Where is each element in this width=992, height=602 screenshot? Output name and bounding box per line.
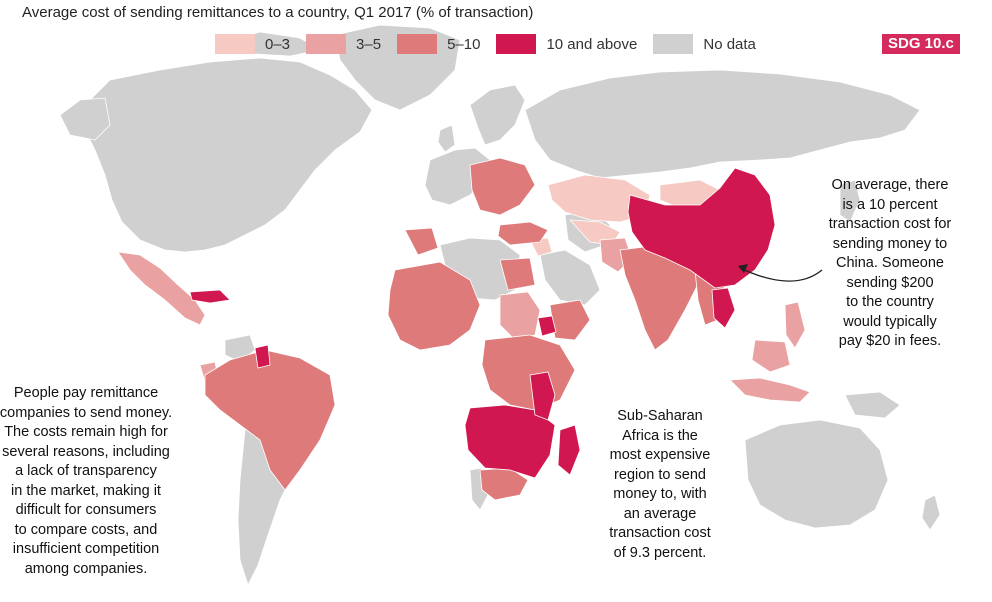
horn-africa: [549, 299, 591, 341]
legend-label: 10 and above: [546, 35, 638, 53]
map-title: Average cost of sending remittances to a…: [22, 4, 534, 21]
guyana: [254, 344, 271, 369]
legend-label: 0–3: [265, 35, 291, 53]
legend: 0–3 3–5 5–10 10 and above No data: [215, 34, 772, 54]
eastern-europe: [469, 157, 536, 216]
arabia: [539, 249, 601, 306]
indonesia: [729, 377, 811, 403]
legend-item-5-10: 5–10: [397, 34, 480, 54]
annotation-sub-saharan-africa: Sub-Saharan Africa is the most expensive…: [609, 408, 711, 561]
legend-item-10-plus: 10 and above: [496, 34, 637, 54]
japan: [839, 179, 861, 223]
australia: [744, 419, 889, 529]
land-10-plus: [189, 167, 776, 479]
legend-item-3-5: 3–5: [306, 34, 381, 54]
uk: [437, 124, 456, 153]
annotation-china: On average, there is a 10 percent transa…: [828, 177, 952, 349]
china-arrow: [739, 267, 823, 282]
brazil: [204, 349, 336, 491]
southern-africa: [464, 404, 556, 479]
west-africa: [387, 261, 481, 351]
philippines: [784, 301, 806, 349]
southeast-asia-high: [711, 287, 736, 329]
china-arrow-head: [738, 264, 748, 273]
new-zealand: [921, 494, 941, 531]
scandinavia: [469, 84, 526, 146]
legend-item-no-data: No data: [653, 34, 756, 54]
ethiopia-high: [537, 315, 557, 337]
mexico: [117, 251, 206, 326]
china: [627, 167, 776, 289]
annotation-left: People pay remittance companies to send …: [0, 385, 173, 577]
russia: [524, 69, 921, 179]
sdg-badge: SDG 10.c: [882, 34, 960, 54]
legend-swatch: [215, 34, 255, 54]
alaska: [59, 97, 111, 141]
legend-swatch: [397, 34, 438, 54]
cuba: [189, 289, 231, 304]
land-3-5: [117, 237, 811, 403]
mozambique: [529, 371, 556, 421]
legend-label: 5–10: [447, 35, 481, 53]
egypt: [499, 257, 536, 291]
madagascar: [557, 424, 581, 476]
papua: [844, 391, 901, 419]
legend-label: 3–5: [356, 35, 382, 53]
legend-swatch: [496, 34, 537, 54]
morocco: [404, 227, 439, 256]
east-africa: [481, 334, 576, 411]
borneo: [751, 339, 791, 373]
legend-item-0-3: 0–3: [215, 34, 290, 54]
legend-swatch: [306, 34, 347, 54]
land-0-3: [529, 174, 721, 257]
legend-label: No data: [703, 35, 756, 53]
north-america: [79, 57, 373, 253]
legend-swatch: [653, 34, 694, 54]
turkey: [497, 221, 549, 246]
sudan: [499, 291, 541, 341]
